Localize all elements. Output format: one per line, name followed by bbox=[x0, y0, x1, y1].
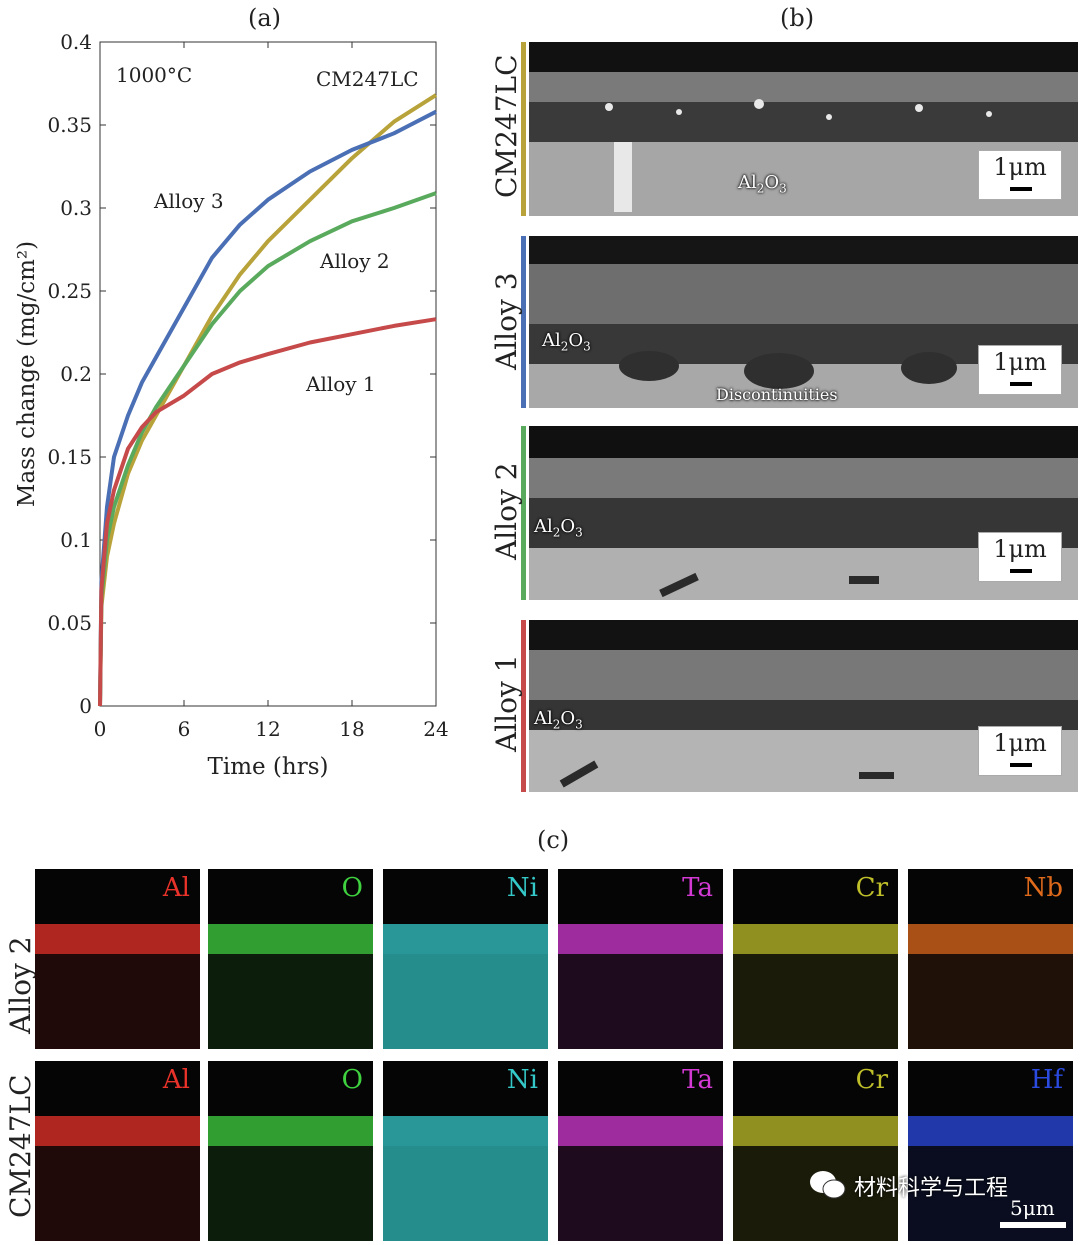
chart-annotation: Alloy 2 bbox=[319, 249, 390, 273]
sem-color-bar-cm247lc bbox=[521, 42, 526, 216]
eds-map-cr: Cr bbox=[733, 1061, 898, 1241]
eds-map-o: O bbox=[208, 869, 373, 1049]
sem-annot-alloy3: Al2O3 bbox=[542, 330, 591, 354]
sem-label-alloy3: Alloy 3 bbox=[490, 272, 523, 370]
eds-row-label-cm247lc: CM247LC bbox=[4, 1074, 37, 1218]
plot-frame bbox=[99, 41, 437, 707]
y-tick-label: 0.3 bbox=[60, 196, 92, 220]
eds-scale-bar bbox=[1000, 1222, 1066, 1228]
x-tick-label: 12 bbox=[255, 717, 280, 741]
sem-annot-alloy1: Al2O3 bbox=[534, 708, 583, 732]
chart-annotation: Alloy 1 bbox=[305, 372, 376, 396]
y-tick-label: 0.2 bbox=[60, 362, 92, 386]
eds-map-al: Al bbox=[35, 1061, 200, 1241]
eds-element-label: O bbox=[341, 1065, 363, 1095]
eds-row-label-alloy2: Alloy 2 bbox=[4, 936, 37, 1034]
scale-box-alloy1: 1μm bbox=[978, 726, 1062, 776]
watermark-text: 材料科学与工程 bbox=[854, 1176, 1009, 1201]
eds-map-hf: Hf bbox=[908, 1061, 1073, 1241]
eds-element-label: Al bbox=[162, 873, 190, 903]
series-line-cm247lc bbox=[98, 93, 438, 707]
panel-label-c: (c) bbox=[537, 826, 570, 854]
eds-element-label: Ni bbox=[506, 873, 538, 903]
sem-label-alloy2: Alloy 2 bbox=[490, 462, 523, 560]
eds-map-ta: Ta bbox=[558, 869, 723, 1049]
series-line-alloy-2 bbox=[98, 191, 437, 707]
sem-annot-discontinuities: Discontinuities bbox=[716, 385, 838, 404]
eds-map-nb: Nb bbox=[908, 869, 1073, 1049]
scale-box-alloy2: 1μm bbox=[978, 532, 1062, 582]
series-line-alloy-3 bbox=[98, 109, 437, 707]
eds-map-ni: Ni bbox=[383, 869, 548, 1049]
eds-element-label: Ta bbox=[682, 1065, 713, 1095]
y-tick-label: 0.35 bbox=[47, 113, 92, 137]
sem-label-alloy1: Alloy 1 bbox=[490, 654, 523, 752]
sem-color-bar-alloy2 bbox=[521, 426, 526, 600]
chart-annotation: CM247LC bbox=[316, 67, 419, 91]
eds-element-label: Nb bbox=[1023, 873, 1063, 903]
series-line-alloy-1 bbox=[98, 317, 437, 707]
x-tick-label: 6 bbox=[178, 717, 191, 741]
x-tick-label: 18 bbox=[339, 717, 364, 741]
eds-element-label: Hf bbox=[1030, 1065, 1063, 1095]
eds-element-label: Ta bbox=[682, 873, 713, 903]
x-tick-label: 0 bbox=[94, 717, 107, 741]
eds-map-ni: Ni bbox=[383, 1061, 548, 1241]
y-tick-label: 0 bbox=[79, 694, 92, 718]
sem-color-bar-alloy3 bbox=[521, 236, 526, 408]
eds-element-label: Cr bbox=[855, 873, 888, 903]
y-axis-label: Mass change (mg/cm²) bbox=[14, 241, 40, 507]
scale-box-alloy3: 1μm bbox=[978, 345, 1062, 395]
eds-element-label: O bbox=[341, 873, 363, 903]
eds-map-o: O bbox=[208, 1061, 373, 1241]
sem-annot-alloy2: Al2O3 bbox=[534, 516, 583, 540]
mass-change-chart: 0 6 12 18 24 0 0.05 0.1 0.15 0.2 0.25 0.3 0.35 0.4 Tim… bbox=[14, 30, 449, 780]
wechat-icon bbox=[810, 1171, 846, 1199]
eds-map-al: Al bbox=[35, 869, 200, 1049]
panel-label-b: (b) bbox=[780, 4, 815, 32]
eds-scale-label: 5μm bbox=[1010, 1196, 1055, 1220]
sem-annot-cm247lc: Al2O3 bbox=[738, 172, 787, 196]
eds-element-label: Cr bbox=[855, 1065, 888, 1095]
eds-map-ta: Ta bbox=[558, 1061, 723, 1241]
sem-color-bar-alloy1 bbox=[521, 620, 526, 792]
sem-label-cm247lc: CM247LC bbox=[490, 54, 523, 198]
chart-annotation: 1000°C bbox=[116, 63, 192, 87]
y-tick-label: 0.25 bbox=[47, 279, 92, 303]
eds-element-label: Ni bbox=[506, 1065, 538, 1095]
y-tick-label: 0.05 bbox=[47, 611, 92, 635]
y-tick-label: 0.1 bbox=[60, 528, 92, 552]
scale-box-cm247lc: 1μm bbox=[978, 150, 1062, 200]
panel-label-a: (a) bbox=[248, 4, 282, 32]
y-tick-label: 0.4 bbox=[60, 30, 92, 54]
eds-map-cr: Cr bbox=[733, 869, 898, 1049]
x-tick-label: 24 bbox=[423, 717, 448, 741]
eds-element-label: Al bbox=[162, 1065, 190, 1095]
x-axis-label: Time (hrs) bbox=[208, 754, 329, 780]
chart-annotation: Alloy 3 bbox=[153, 189, 224, 213]
y-tick-label: 0.15 bbox=[47, 445, 92, 469]
